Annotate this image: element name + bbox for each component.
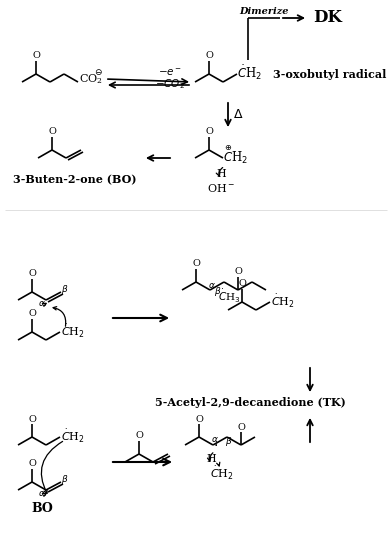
- Text: $\beta$: $\beta$: [214, 285, 222, 299]
- Text: $\cdot$: $\cdot$: [212, 437, 218, 451]
- Text: BO: BO: [31, 502, 53, 514]
- Text: O: O: [237, 422, 245, 431]
- Text: O: O: [28, 460, 36, 468]
- Text: O: O: [192, 259, 200, 269]
- Text: $-e^-$: $-e^-$: [158, 67, 182, 79]
- Text: $\Delta$: $\Delta$: [233, 108, 243, 122]
- Text: $\alpha$: $\alpha$: [38, 300, 46, 309]
- Text: $\beta$: $\beta$: [61, 283, 69, 295]
- Text: O: O: [195, 415, 203, 424]
- Text: O: O: [32, 51, 40, 60]
- Text: O: O: [234, 268, 242, 276]
- Text: O: O: [28, 310, 36, 319]
- Text: O: O: [28, 269, 36, 279]
- Text: $\dot{C}$H$_2$: $\dot{C}$H$_2$: [238, 64, 263, 82]
- Text: 5-Acetyl-2,9-decanedione (TK): 5-Acetyl-2,9-decanedione (TK): [154, 398, 345, 409]
- Text: $\alpha$: $\alpha$: [38, 489, 46, 498]
- Text: $\dot{C}$H$_2$: $\dot{C}$H$_2$: [61, 322, 85, 340]
- Text: O: O: [205, 128, 213, 137]
- Text: $-CO_2$: $-CO_2$: [155, 77, 185, 91]
- Text: $\dot{C}$H$_2$: $\dot{C}$H$_2$: [61, 427, 85, 445]
- Text: 3-Buten-2-one (BO): 3-Buten-2-one (BO): [13, 175, 137, 185]
- Text: $\beta$: $\beta$: [225, 436, 233, 448]
- Text: H: H: [216, 169, 226, 179]
- Text: Dimerize: Dimerize: [239, 7, 289, 15]
- Text: O: O: [135, 431, 143, 441]
- Text: 3-oxobutyl radical: 3-oxobutyl radical: [273, 70, 387, 81]
- Text: DK: DK: [314, 9, 343, 27]
- Text: O: O: [48, 128, 56, 137]
- Text: O: O: [28, 415, 36, 424]
- Text: OH$^-$: OH$^-$: [207, 182, 235, 194]
- Text: H: H: [206, 454, 216, 464]
- Text: $\dot{C}$H$_2$: $\dot{C}$H$_2$: [271, 293, 295, 310]
- Text: $\alpha$: $\alpha$: [208, 280, 216, 290]
- Text: $\dot{C}$H$_2$: $\dot{C}$H$_2$: [210, 465, 234, 482]
- Text: $\alpha$: $\alpha$: [211, 436, 219, 445]
- Text: $\beta$: $\beta$: [61, 472, 69, 486]
- Text: $\dot{C}$H$_3$: $\dot{C}$H$_3$: [218, 288, 240, 305]
- Text: $\ominus$: $\ominus$: [94, 67, 102, 77]
- Text: O: O: [238, 279, 246, 289]
- Text: $\mathregular{CO_2}$: $\mathregular{CO_2}$: [79, 72, 103, 86]
- Text: O: O: [205, 51, 213, 60]
- Text: $\overset{\oplus}{C}$H$_2$: $\overset{\oplus}{C}$H$_2$: [223, 144, 249, 166]
